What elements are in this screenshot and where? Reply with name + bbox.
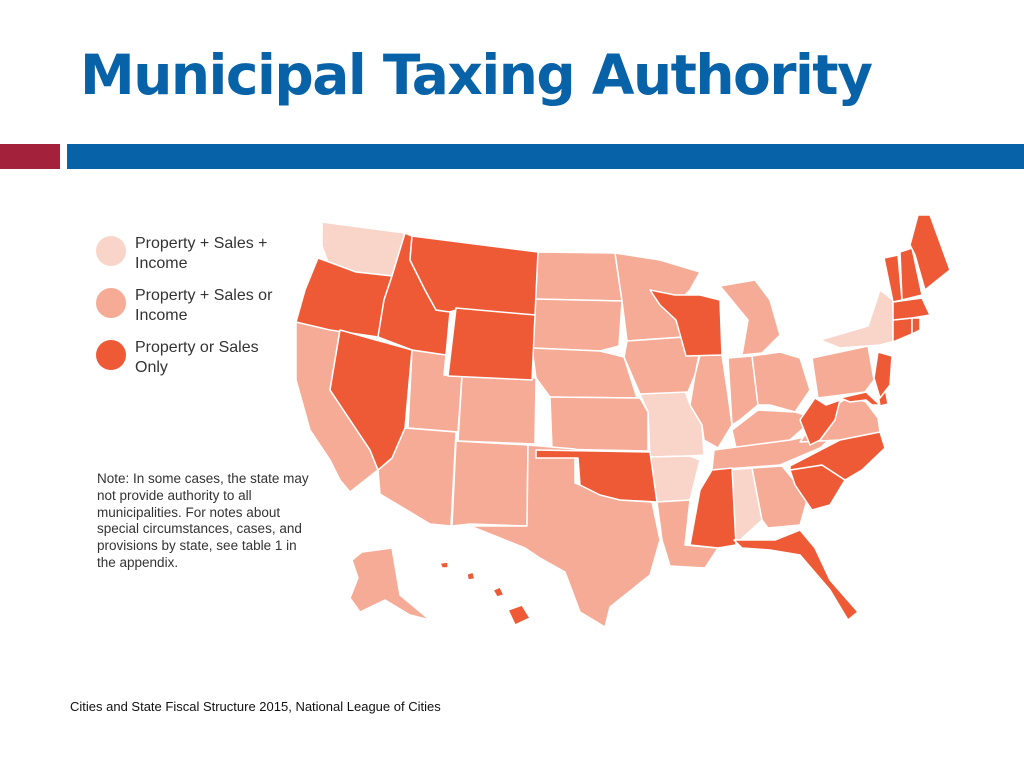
- state-ma: [892, 297, 931, 321]
- state-ok: [535, 449, 658, 503]
- state-hi-kauai: [439, 561, 449, 569]
- state-il: [689, 354, 733, 449]
- state-ri: [911, 317, 921, 335]
- state-fl: [733, 529, 859, 621]
- legend-swatch-dark: [96, 340, 126, 370]
- legend-label: Property or Sales Only: [135, 339, 259, 376]
- legend-item-property-sales-or-income: Property + Sales or Income: [96, 286, 285, 326]
- state-hi-oahu: [466, 571, 476, 581]
- state-in: [727, 355, 759, 426]
- state-co: [457, 375, 537, 445]
- source-citation: Cities and State Fiscal Structure 2015, …: [70, 699, 441, 714]
- state-ne: [531, 347, 638, 399]
- state-nv: [329, 329, 413, 471]
- state-me: [909, 214, 951, 291]
- state-ny: [819, 289, 899, 349]
- page-title: Municipal Taxing Authority: [80, 43, 873, 107]
- state-ar: [649, 455, 701, 503]
- state-nh: [899, 247, 923, 301]
- state-oh: [751, 351, 811, 413]
- state-ak: [349, 547, 431, 621]
- state-nd: [534, 251, 623, 302]
- state-pa: [811, 345, 875, 399]
- accent-bar-blue: [67, 144, 1024, 169]
- state-sd: [531, 298, 623, 352]
- state-hi-maui: [492, 586, 505, 598]
- map-note: Note: In some cases, the state may not p…: [97, 471, 309, 570]
- state-wi: [649, 289, 723, 357]
- state-md: [839, 391, 881, 406]
- state-ks: [549, 396, 649, 452]
- state-nj: [873, 351, 893, 399]
- state-ms: [689, 467, 737, 549]
- state-wy: [447, 307, 536, 381]
- state-ct: [892, 317, 913, 343]
- legend-swatch-light: [96, 236, 126, 266]
- accent-bar-red: [0, 144, 60, 169]
- state-hi-big: [507, 604, 531, 626]
- legend-label: Property + Sales or Income: [135, 287, 273, 324]
- state-wv: [799, 397, 841, 446]
- legend-label: Property + Sales + Income: [135, 235, 268, 272]
- state-mt: [409, 235, 539, 316]
- map-legend: Property + Sales + Income Property + Sal…: [96, 234, 285, 390]
- us-choropleth-map: [280, 200, 980, 640]
- legend-item-property-or-sales-only: Property or Sales Only: [96, 338, 285, 378]
- legend-item-property-sales-income: Property + Sales + Income: [96, 234, 285, 274]
- state-mi: [719, 279, 781, 356]
- state-nc: [789, 431, 886, 481]
- state-nm: [451, 440, 529, 527]
- legend-swatch-medium: [96, 288, 126, 318]
- state-la: [656, 499, 719, 569]
